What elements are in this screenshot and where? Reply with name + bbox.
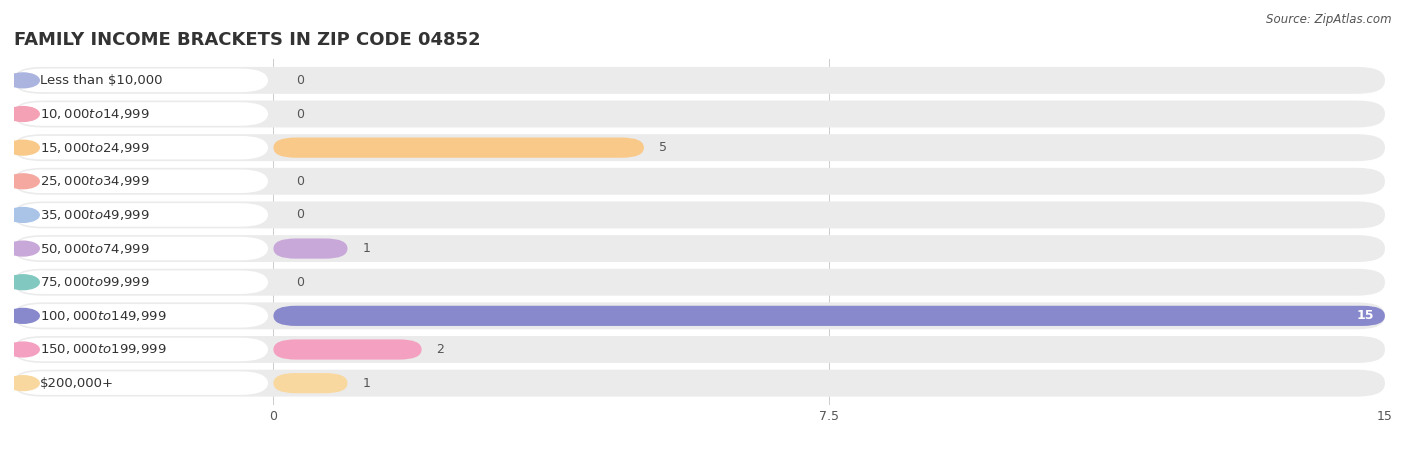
FancyBboxPatch shape — [14, 136, 269, 159]
FancyBboxPatch shape — [14, 336, 1385, 363]
FancyBboxPatch shape — [273, 373, 347, 393]
FancyBboxPatch shape — [14, 202, 1385, 229]
Text: $15,000 to $24,999: $15,000 to $24,999 — [39, 141, 149, 155]
FancyBboxPatch shape — [14, 134, 1385, 161]
FancyBboxPatch shape — [14, 168, 1385, 195]
Text: 0: 0 — [295, 175, 304, 188]
Text: $200,000+: $200,000+ — [39, 377, 114, 390]
FancyBboxPatch shape — [14, 235, 1385, 262]
FancyBboxPatch shape — [14, 170, 269, 193]
Text: $100,000 to $149,999: $100,000 to $149,999 — [39, 309, 166, 323]
Circle shape — [7, 207, 39, 222]
Text: $50,000 to $74,999: $50,000 to $74,999 — [39, 242, 149, 256]
Text: 5: 5 — [659, 141, 666, 154]
Text: 1: 1 — [363, 377, 370, 390]
Text: 1: 1 — [363, 242, 370, 255]
Text: 0: 0 — [295, 108, 304, 121]
Circle shape — [7, 241, 39, 256]
FancyBboxPatch shape — [14, 68, 269, 92]
FancyBboxPatch shape — [273, 306, 1385, 326]
Circle shape — [7, 275, 39, 290]
Circle shape — [7, 73, 39, 88]
FancyBboxPatch shape — [14, 102, 269, 126]
FancyBboxPatch shape — [273, 238, 347, 259]
Text: 15: 15 — [1357, 309, 1374, 322]
Circle shape — [7, 140, 39, 155]
FancyBboxPatch shape — [14, 370, 1385, 396]
Text: 2: 2 — [436, 343, 444, 356]
FancyBboxPatch shape — [14, 304, 269, 328]
FancyBboxPatch shape — [273, 138, 644, 158]
FancyBboxPatch shape — [14, 371, 269, 395]
Text: FAMILY INCOME BRACKETS IN ZIP CODE 04852: FAMILY INCOME BRACKETS IN ZIP CODE 04852 — [14, 31, 481, 49]
Text: $75,000 to $99,999: $75,000 to $99,999 — [39, 275, 149, 289]
Text: $25,000 to $34,999: $25,000 to $34,999 — [39, 174, 149, 188]
FancyBboxPatch shape — [14, 67, 1385, 94]
FancyBboxPatch shape — [14, 338, 269, 361]
Circle shape — [7, 174, 39, 189]
Text: Source: ZipAtlas.com: Source: ZipAtlas.com — [1267, 14, 1392, 27]
Text: 0: 0 — [295, 276, 304, 289]
FancyBboxPatch shape — [14, 302, 1385, 329]
Circle shape — [7, 107, 39, 122]
Text: 0: 0 — [295, 208, 304, 221]
Text: $10,000 to $14,999: $10,000 to $14,999 — [39, 107, 149, 121]
FancyBboxPatch shape — [273, 339, 422, 360]
Circle shape — [7, 376, 39, 391]
Text: $150,000 to $199,999: $150,000 to $199,999 — [39, 342, 166, 356]
FancyBboxPatch shape — [14, 100, 1385, 127]
FancyBboxPatch shape — [14, 203, 269, 227]
FancyBboxPatch shape — [14, 270, 269, 294]
Circle shape — [7, 308, 39, 323]
FancyBboxPatch shape — [14, 269, 1385, 296]
Circle shape — [7, 342, 39, 357]
Text: $35,000 to $49,999: $35,000 to $49,999 — [39, 208, 149, 222]
FancyBboxPatch shape — [14, 237, 269, 261]
Text: Less than $10,000: Less than $10,000 — [39, 74, 163, 87]
Text: 0: 0 — [295, 74, 304, 87]
